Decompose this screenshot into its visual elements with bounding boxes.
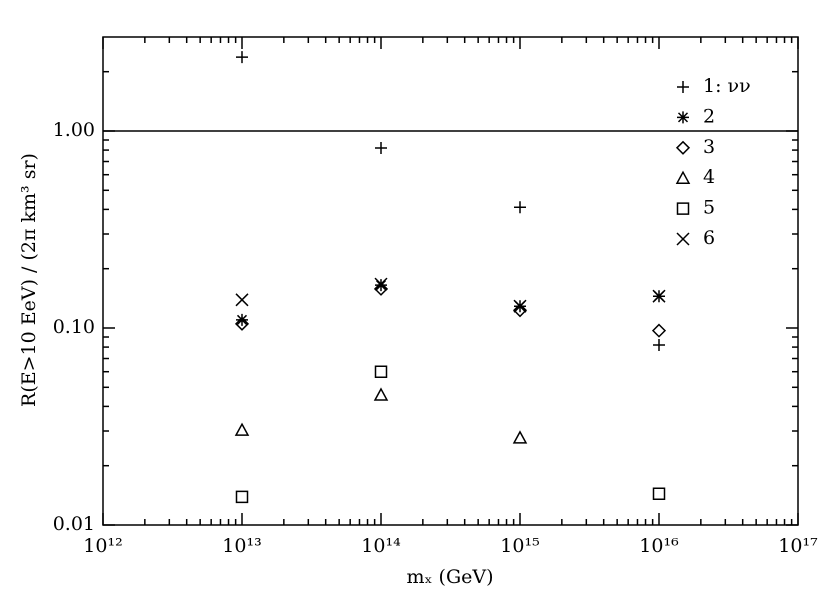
legend-label: 6 bbox=[703, 227, 715, 249]
data-point bbox=[374, 365, 388, 378]
data-point bbox=[375, 141, 387, 154]
data-point bbox=[651, 323, 667, 338]
data-point bbox=[652, 289, 666, 303]
plot-frame bbox=[102, 36, 799, 526]
legend-marker bbox=[677, 111, 689, 124]
legend-marker bbox=[676, 202, 690, 215]
data-point bbox=[373, 281, 389, 296]
y-tick-label: 1.00 bbox=[53, 119, 95, 141]
x-tick-label: 10¹⁴ bbox=[361, 535, 401, 557]
legend-label: 5 bbox=[703, 197, 715, 219]
data-point bbox=[234, 316, 250, 331]
legend-marker bbox=[675, 170, 691, 184]
legend-marker bbox=[677, 81, 689, 93]
y-axis-label: R(E>10 EeV) / (2π km³ sr) bbox=[18, 153, 40, 407]
data-point bbox=[652, 487, 666, 501]
data-point bbox=[374, 277, 388, 291]
data-point bbox=[236, 313, 248, 326]
x-tick-label: 10¹⁷ bbox=[778, 535, 818, 557]
legend-label: 3 bbox=[703, 136, 715, 158]
data-point bbox=[373, 387, 389, 401]
data-point bbox=[653, 338, 665, 351]
x-tick-label: 10¹³ bbox=[222, 535, 261, 557]
x-tick-label: 10¹⁶ bbox=[639, 535, 679, 557]
data-point bbox=[236, 51, 248, 64]
legend-label: 2 bbox=[703, 105, 715, 127]
data-point bbox=[512, 430, 528, 444]
data-point bbox=[234, 422, 250, 436]
data-point bbox=[512, 303, 528, 318]
x-tick-label: 10¹² bbox=[83, 535, 122, 557]
x-tick-label: 10¹⁵ bbox=[500, 535, 539, 557]
data-point bbox=[514, 201, 526, 214]
data-point bbox=[235, 490, 249, 504]
legend-marker bbox=[675, 140, 691, 155]
legend-marker bbox=[676, 232, 690, 246]
data-point bbox=[513, 299, 527, 313]
y-tick-label: 0.01 bbox=[53, 513, 95, 535]
legend-label: 1: νν bbox=[703, 75, 751, 97]
x-axis-label: mₓ (GeV) bbox=[406, 566, 493, 588]
data-point bbox=[235, 293, 249, 307]
legend-label: 4 bbox=[703, 166, 715, 188]
y-tick-label: 0.10 bbox=[53, 316, 95, 338]
